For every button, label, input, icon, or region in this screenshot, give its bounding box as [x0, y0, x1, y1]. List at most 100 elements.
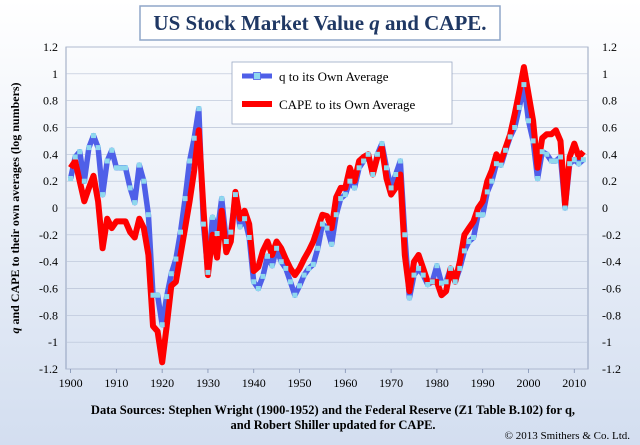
x-tick-label: 1980 [425, 376, 449, 390]
y-tick-label-left: 0.2 [43, 174, 58, 188]
q-point [255, 286, 261, 291]
q-point [461, 248, 467, 254]
legend-q-marker [253, 72, 261, 80]
q-point [287, 279, 293, 285]
q-point [214, 231, 220, 236]
q-point [310, 261, 316, 267]
q-point [123, 165, 128, 171]
q-point [379, 141, 385, 147]
q-point [159, 322, 165, 328]
q-point [210, 214, 215, 220]
q-point [507, 134, 513, 140]
q-point [95, 145, 101, 151]
q-point [77, 149, 83, 155]
q-point [347, 178, 353, 184]
q-point [448, 265, 454, 271]
y-tick-label-right: 0.6 [602, 121, 617, 135]
q-markers [68, 82, 586, 328]
q-point [489, 178, 495, 184]
q-point [580, 157, 586, 163]
q-point [164, 294, 170, 300]
q-point [539, 149, 545, 155]
q-point [493, 161, 499, 167]
x-tick-label: 1940 [242, 376, 266, 390]
x-tick-label: 2000 [516, 376, 540, 390]
q-point [521, 82, 527, 88]
q-point [558, 154, 563, 160]
q-point [374, 151, 380, 157]
x-tick-label: 1920 [150, 376, 174, 390]
q-point [283, 265, 289, 271]
q-point [173, 256, 179, 262]
q-point [576, 161, 582, 167]
q-point [397, 158, 403, 164]
q-point [127, 185, 133, 191]
y-tick-label-left: 0 [52, 201, 58, 215]
q-point [535, 176, 541, 181]
q-point [260, 273, 266, 279]
x-tick-label: 1900 [59, 376, 83, 390]
q-point [68, 176, 74, 181]
q-point [265, 253, 270, 259]
q-point [297, 283, 302, 289]
q-point [168, 271, 174, 277]
y-tick-label-right: 0.4 [602, 147, 617, 161]
q-point [205, 269, 211, 275]
q-point [365, 151, 371, 157]
q-point [439, 280, 444, 286]
legend-q-label: q to its Own Average [279, 69, 389, 84]
q-point [553, 158, 559, 164]
x-tick-label: 1930 [196, 376, 220, 390]
q-point [100, 192, 106, 198]
y-tick-label-left: -0.4 [39, 255, 58, 269]
q-point [484, 189, 490, 195]
q-point [187, 158, 193, 164]
y-tick-label-right: 0.8 [602, 94, 617, 108]
q-point [150, 292, 156, 298]
q-point [182, 196, 188, 202]
q-point [301, 272, 307, 278]
q-point [232, 192, 238, 198]
y-axis-right: 1.2 1 0.8 0.6 0.4 0.2 0 -0.2 -0.4 -0.6 -0.8 -1 -1.2 [602, 40, 621, 376]
q-point [155, 292, 161, 298]
q-point [132, 200, 138, 206]
chart-title: US Stock Market Value q and CAPE. [139, 5, 501, 41]
x-tick-label: 2010 [562, 376, 586, 390]
data-sources-line-1: Data Sources: Stephen Wright (1900-1952)… [91, 403, 575, 417]
q-point [567, 161, 573, 167]
q-point [498, 162, 504, 168]
y-tick-label-left: -1 [48, 335, 58, 349]
series-layer [67, 64, 586, 366]
q-point [145, 212, 151, 218]
legend-box [231, 61, 453, 125]
y-tick-label-left: 0.8 [43, 94, 58, 108]
q-point [237, 224, 243, 230]
y-tick-label-right: -0.4 [602, 255, 621, 269]
series-line-cape [68, 64, 586, 366]
q-point [269, 263, 275, 269]
y-tick-label-left: 0.6 [43, 121, 58, 135]
x-tick-label: 1910 [104, 376, 128, 390]
q-point [292, 292, 298, 298]
q-point [503, 147, 509, 153]
q-point [329, 241, 335, 247]
x-tick-label: 1970 [379, 376, 403, 390]
y-tick-label-right: -1.2 [602, 362, 621, 376]
q-point [356, 165, 362, 171]
title-suffix: and CAPE. [380, 11, 487, 35]
legend-cape-label: CAPE to its Own Average [279, 97, 415, 112]
q-point [338, 196, 344, 202]
q-point [544, 151, 550, 157]
q-point [104, 158, 110, 164]
q-point [434, 263, 440, 269]
q-point [526, 118, 531, 124]
q-point [342, 192, 348, 198]
q-point [324, 225, 330, 231]
q-point [352, 185, 357, 191]
q-point [178, 229, 183, 235]
x-tick-label: 1950 [288, 376, 312, 390]
q-point [361, 158, 367, 164]
q-point [306, 265, 312, 271]
q-point [274, 245, 280, 251]
